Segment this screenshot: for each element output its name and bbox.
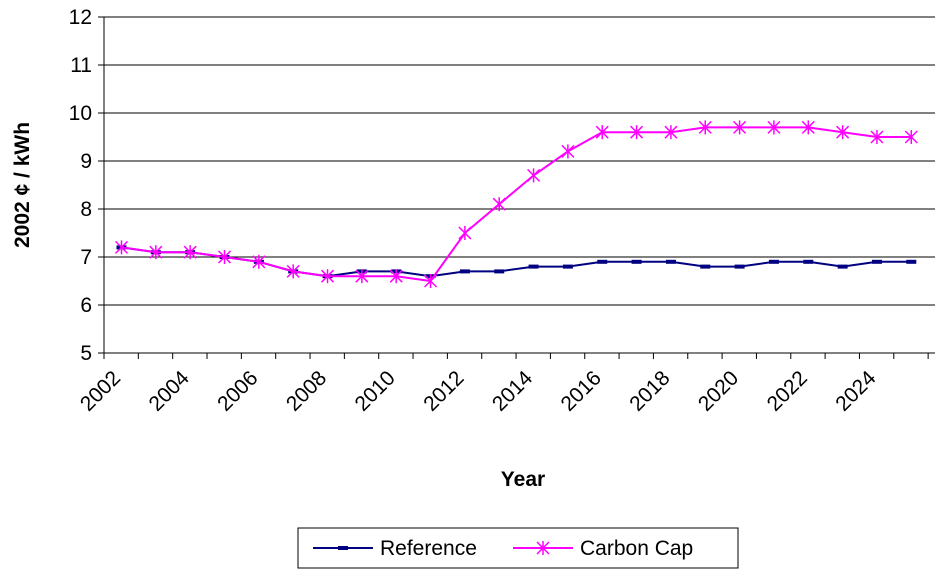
legend-item-carbon-cap: Carbon Cap xyxy=(513,537,693,560)
data-point xyxy=(700,264,711,269)
data-point xyxy=(321,269,335,284)
legend-label: Carbon Cap xyxy=(580,537,693,560)
data-point xyxy=(767,120,781,135)
data-point xyxy=(114,240,129,255)
x-tick-label: 2010 xyxy=(351,367,400,416)
y-tick-label: 7 xyxy=(80,246,92,269)
x-tick-label: 2022 xyxy=(763,367,812,416)
series-reference xyxy=(116,245,917,279)
data-point xyxy=(286,264,300,279)
x-tick-label: 2020 xyxy=(694,367,743,416)
data-point xyxy=(561,144,575,159)
data-point xyxy=(803,259,814,264)
x-tick-label: 2004 xyxy=(145,366,195,416)
data-point xyxy=(906,259,917,264)
y-tick-label: 8 xyxy=(80,198,92,221)
y-tick-label: 9 xyxy=(80,150,92,173)
data-point xyxy=(183,245,197,260)
x-tick-label: 2008 xyxy=(282,367,331,416)
series-line xyxy=(121,246,912,278)
legend: Reference Carbon Cap xyxy=(297,527,739,569)
data-point xyxy=(904,130,918,144)
x-tick-label: 2014 xyxy=(488,366,538,416)
y-tick-label: 10 xyxy=(69,102,92,125)
x-axis-title: Year xyxy=(501,468,545,491)
x-tick-label: 2018 xyxy=(625,367,674,416)
data-point xyxy=(389,269,403,284)
data-point xyxy=(801,120,815,135)
data-point xyxy=(527,168,541,183)
gridlines xyxy=(104,16,935,306)
legend-label: Reference xyxy=(380,537,477,560)
data-point xyxy=(734,264,745,269)
data-point xyxy=(562,264,573,269)
x-tick-label: 2024 xyxy=(831,366,881,416)
x-tick-label: 2006 xyxy=(213,367,262,416)
data-point xyxy=(149,245,163,260)
data-point xyxy=(698,120,712,135)
data-point xyxy=(768,259,779,264)
data-point xyxy=(631,259,642,264)
y-tick-label: 5 xyxy=(80,342,92,365)
data-point xyxy=(528,264,539,269)
y-tick-label: 6 xyxy=(80,294,92,317)
axes xyxy=(98,16,935,359)
data-point xyxy=(870,130,884,144)
data-point xyxy=(630,125,644,140)
y-tick-label: 12 xyxy=(69,6,92,29)
data-point xyxy=(664,125,678,140)
x-tick-label: 2002 xyxy=(76,367,125,416)
series-line xyxy=(121,126,912,283)
data-point xyxy=(597,259,608,264)
y-tick-label: 11 xyxy=(70,54,92,77)
series-lines xyxy=(114,120,918,288)
data-point xyxy=(836,125,850,140)
series-carbon-cap xyxy=(114,120,918,288)
data-point xyxy=(217,250,232,264)
data-point xyxy=(492,197,506,212)
data-point xyxy=(252,254,266,269)
data-point xyxy=(458,226,472,240)
data-point xyxy=(424,274,438,288)
data-point xyxy=(837,264,848,269)
x-tick-label: 2012 xyxy=(419,367,468,416)
data-point xyxy=(459,269,470,274)
data-point xyxy=(871,259,882,264)
legend-swatch-marker xyxy=(338,546,348,550)
x-tick-label: 2016 xyxy=(557,367,606,416)
data-point xyxy=(355,269,369,284)
legend-swatch-marker xyxy=(536,541,550,555)
data-point xyxy=(733,120,747,135)
data-point xyxy=(665,259,676,264)
y-axis-title: 2002 ¢ / kWh xyxy=(11,122,34,248)
data-point xyxy=(595,125,609,140)
tick-labels: 5 6 7 8 9 10 11 12 2002 2004 2006 2008 2010 2012 2014 2… xyxy=(69,6,881,416)
data-point xyxy=(494,269,505,274)
legend-item-reference: Reference xyxy=(313,537,477,560)
